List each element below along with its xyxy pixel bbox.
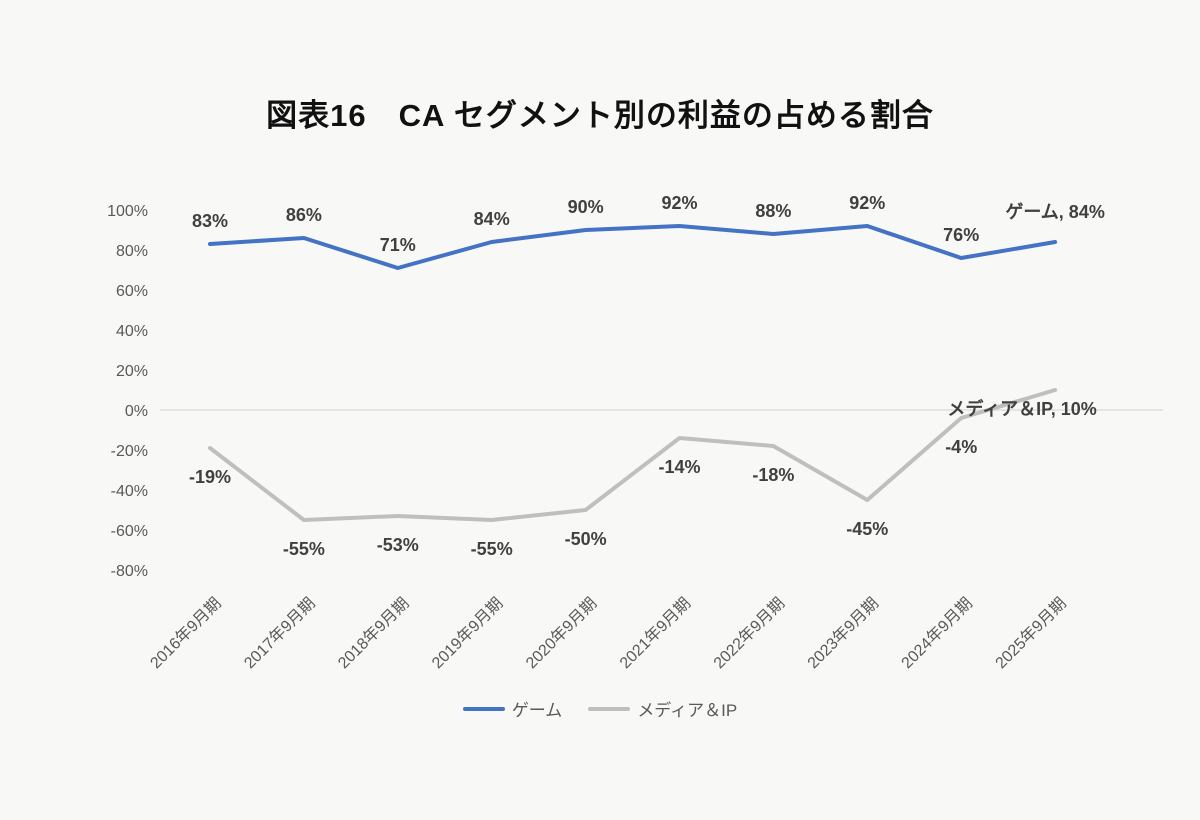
x-axis-label: 2021年9月期 (616, 594, 694, 672)
data-label: 92% (661, 193, 697, 213)
data-label: 76% (943, 225, 979, 245)
data-label: -55% (471, 539, 513, 559)
series-line-0 (208, 224, 1058, 270)
legend-label-game: ゲーム (511, 701, 563, 720)
data-label: -19% (189, 467, 231, 487)
series-end-label-1: メディア＆IP, 10% (947, 398, 1096, 419)
data-label: -45% (846, 519, 888, 539)
x-axis-label: 2019年9月期 (428, 594, 506, 672)
y-axis-tick: 0% (125, 403, 148, 420)
y-axis-tick: 100% (107, 203, 148, 220)
data-label: 84% (474, 209, 510, 229)
data-label: 88% (755, 201, 791, 221)
data-label: -55% (283, 539, 325, 559)
y-axis-tick: 20% (116, 363, 148, 380)
x-axis-label: 2025年9月期 (992, 594, 1070, 672)
y-axis-tick: -20% (111, 443, 148, 460)
series-end-label-0: ゲーム, 84% (1005, 201, 1105, 222)
data-label: 86% (286, 205, 322, 225)
y-axis-tick: -60% (111, 523, 148, 540)
x-axis-label: 2024年9月期 (898, 594, 976, 672)
x-axis-label: 2016年9月期 (147, 594, 225, 672)
legend-label-media: メディア＆IP (637, 701, 738, 720)
legend-swatch-media (588, 706, 631, 711)
legend: ゲーム メディア＆IP (0, 696, 1200, 721)
y-axis-tick: 60% (116, 283, 148, 300)
y-axis-tick: 80% (116, 243, 148, 260)
data-label: -14% (658, 457, 700, 477)
x-axis-label: 2023年9月期 (804, 594, 882, 672)
y-axis-tick: -40% (111, 483, 148, 500)
legend-swatch-game (462, 706, 505, 711)
data-label: -18% (752, 465, 794, 485)
data-label: 71% (380, 235, 416, 255)
legend-item-media: メディア＆IP (588, 696, 737, 721)
series-line-1 (208, 388, 1058, 522)
y-axis-tick: 40% (116, 323, 148, 340)
x-axis-label: 2022年9月期 (710, 594, 788, 672)
x-axis-label: 2018年9月期 (334, 594, 412, 672)
chart-title: 図表16 CA セグメント別の利益の占める割合 (266, 98, 934, 133)
data-label: 83% (192, 211, 228, 231)
y-axis-tick: -80% (111, 563, 148, 580)
data-label: -50% (565, 529, 607, 549)
legend-item-game: ゲーム (462, 696, 563, 721)
x-axis-label: 2020年9月期 (522, 594, 600, 672)
data-label: 92% (849, 193, 885, 213)
data-label: -53% (377, 535, 419, 555)
x-axis-label: 2017年9月期 (241, 594, 319, 672)
data-label: -4% (945, 437, 977, 457)
data-label: 90% (568, 197, 604, 217)
